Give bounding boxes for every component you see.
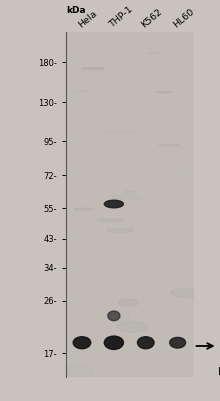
Ellipse shape <box>124 191 136 193</box>
Ellipse shape <box>109 195 141 200</box>
Ellipse shape <box>101 131 136 132</box>
Ellipse shape <box>179 170 195 172</box>
Ellipse shape <box>82 68 104 69</box>
Ellipse shape <box>117 321 148 332</box>
Ellipse shape <box>148 53 159 54</box>
Ellipse shape <box>158 145 179 146</box>
Ellipse shape <box>74 208 93 211</box>
Text: PUMA: PUMA <box>218 367 220 377</box>
Text: kDa: kDa <box>66 6 86 15</box>
Ellipse shape <box>104 336 123 349</box>
Ellipse shape <box>170 337 186 348</box>
Ellipse shape <box>119 300 139 306</box>
Ellipse shape <box>155 91 173 93</box>
Ellipse shape <box>106 229 134 233</box>
Ellipse shape <box>73 337 91 349</box>
Ellipse shape <box>138 337 154 349</box>
Ellipse shape <box>104 200 123 208</box>
Ellipse shape <box>154 339 177 352</box>
Ellipse shape <box>63 364 93 377</box>
Ellipse shape <box>171 288 207 298</box>
Ellipse shape <box>97 219 125 222</box>
Ellipse shape <box>108 310 130 322</box>
Ellipse shape <box>108 311 120 321</box>
Ellipse shape <box>73 91 92 92</box>
